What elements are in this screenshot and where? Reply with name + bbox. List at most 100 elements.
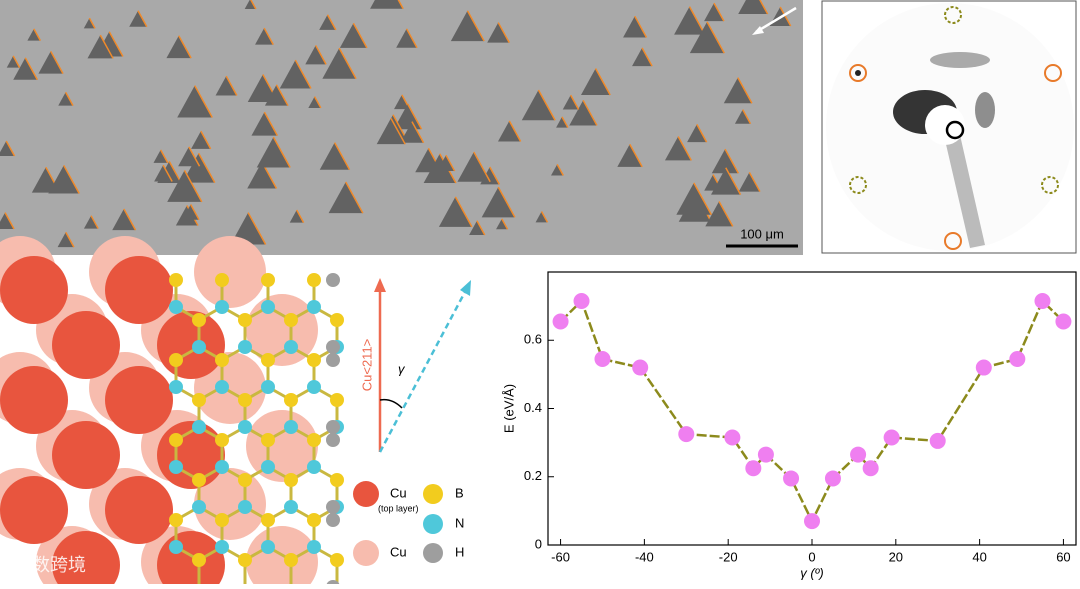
atom (261, 380, 275, 394)
spot-ring (1041, 176, 1059, 194)
flake-edge (742, 109, 752, 125)
flake (469, 220, 485, 235)
flake-edge (641, 47, 653, 67)
angle-arc (379, 398, 403, 409)
x-tick-label: 40 (972, 549, 986, 564)
flake (734, 109, 751, 124)
flake (167, 170, 202, 202)
flake (153, 149, 168, 163)
flake (13, 57, 38, 80)
atom (307, 380, 321, 394)
flake-edge (629, 143, 643, 168)
scale-label: 100 μm (740, 226, 784, 241)
flake-edge (326, 14, 337, 31)
atom (192, 500, 206, 514)
flake-edge (90, 215, 99, 229)
atom (284, 313, 298, 327)
point (824, 470, 841, 487)
flake-edge (263, 111, 278, 136)
flake-edge (63, 165, 80, 194)
atom (307, 433, 321, 447)
flake-edge (108, 31, 124, 57)
flake (457, 152, 491, 182)
flake-edge (497, 186, 516, 218)
legend-label: Cu (390, 544, 407, 559)
flake (632, 47, 653, 67)
atom (261, 540, 275, 554)
legend-note: (top layer) (378, 503, 419, 513)
point (1055, 313, 1072, 330)
flake (580, 68, 611, 95)
atom (215, 273, 229, 287)
flake (450, 10, 485, 42)
atom (307, 513, 321, 527)
point (1009, 351, 1026, 368)
flake (569, 100, 597, 126)
flake (166, 35, 192, 59)
flake (497, 120, 521, 142)
flake-edge (250, 0, 257, 10)
flake (396, 28, 417, 48)
atom (215, 300, 229, 314)
flake (83, 215, 99, 229)
y-axis-label: E (eV/Å) (501, 384, 516, 433)
legend-swatch (423, 514, 443, 534)
beam-stop (945, 135, 985, 248)
flake-edge (677, 136, 692, 161)
atom (284, 553, 298, 567)
flake (112, 208, 136, 231)
flake (244, 0, 256, 9)
flake (279, 60, 311, 89)
flake (0, 140, 15, 157)
flake-edge (706, 21, 725, 54)
atom (284, 420, 298, 434)
flake (674, 6, 705, 35)
cu-atom (105, 366, 173, 434)
flake-edge (497, 22, 510, 43)
flake-edge (561, 116, 569, 128)
flake-edge (162, 164, 173, 182)
h-atom (326, 433, 340, 447)
spot (855, 70, 861, 76)
flake-edge (397, 0, 404, 10)
flake-edge (50, 50, 64, 74)
spot-ring (944, 6, 962, 24)
flake (182, 204, 200, 220)
x-tick-label: -60 (551, 549, 570, 564)
atom (261, 433, 275, 447)
flake (6, 55, 20, 68)
cu-atom (0, 476, 68, 544)
point (1034, 293, 1051, 310)
flake-edge (634, 15, 648, 38)
arrow (755, 6, 797, 34)
x-axis-label: γ (º) (800, 565, 824, 580)
flake-edge (190, 204, 200, 221)
atom (261, 460, 275, 474)
flake (0, 212, 15, 229)
flake-edge (272, 136, 291, 168)
point (850, 446, 867, 463)
flake-edge (64, 91, 74, 106)
legend-label: Cu (390, 485, 407, 500)
x-tick-label: 0 (808, 549, 815, 564)
sem-flakes (0, 0, 792, 248)
flake (711, 167, 741, 195)
point (552, 313, 569, 330)
point (783, 470, 800, 487)
atom (238, 473, 252, 487)
flake (83, 18, 96, 29)
flake (738, 0, 768, 15)
flake (215, 76, 237, 96)
h-atom (326, 513, 340, 527)
cu-atom (157, 311, 225, 379)
flake-edge (407, 103, 423, 130)
flake (704, 3, 724, 22)
flake-edge (688, 6, 706, 36)
flake-edge (489, 166, 500, 185)
flake-edge (345, 181, 364, 214)
flake-edge (338, 47, 357, 80)
atom (215, 380, 229, 394)
flake (57, 232, 74, 248)
flake (689, 21, 725, 54)
